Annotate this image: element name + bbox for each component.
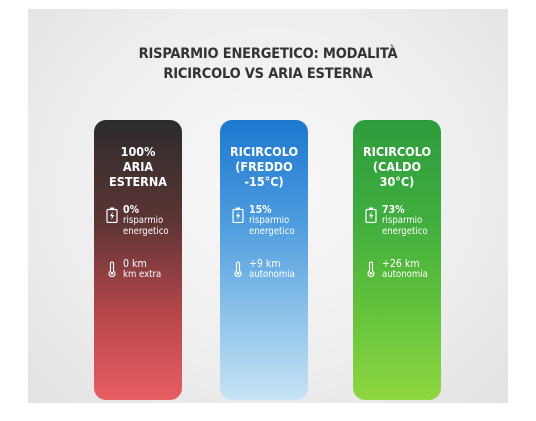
title-line-2: RICIRCOLO VS ARIA ESTERNA: [163, 66, 373, 82]
battery-charging-icon: [106, 207, 118, 223]
battery-charging-icon: [365, 207, 377, 223]
card-heading-line: (FREDDO: [235, 159, 293, 174]
card-heading: RICIRCOLO (FREDDO -15°C): [220, 144, 308, 189]
card-heading-line: RICIRCOLO: [229, 144, 299, 159]
thermometer-icon: [367, 261, 375, 277]
saving-value: 0%: [123, 204, 140, 216]
range-value: +26 km: [382, 258, 420, 270]
saving-value: 15%: [249, 204, 272, 216]
infographic-title: RISPARMIO ENERGETICO: MODALITÀ RICIRCOLO…: [28, 44, 508, 84]
card-heading-line: -15°C): [244, 174, 284, 189]
card-heading-line: (CALDO: [372, 159, 422, 174]
battery-charging-icon: [232, 207, 244, 223]
saving-label: energetico: [123, 225, 169, 237]
range-label: autonomia: [382, 269, 428, 280]
saving-value: 73%: [382, 204, 405, 216]
card-heading-line: ESTERNA: [109, 174, 167, 189]
card-heading-line: 100%: [120, 144, 156, 159]
infographic-canvas: RISPARMIO ENERGETICO: MODALITÀ RICIRCOLO…: [28, 9, 508, 403]
saving-label: risparmio: [382, 215, 423, 226]
thermometer-icon: [108, 261, 116, 277]
card-ricircolo-caldo: RICIRCOLO (CALDO 30°C) 73% risparmio ene…: [353, 120, 441, 400]
saving-label: energetico: [249, 225, 295, 237]
card-aria-esterna: 100% ARIA ESTERNA 0% risparmio energetic…: [94, 120, 182, 400]
card-heading-line: 30°C): [379, 174, 415, 189]
card-heading-line: RICIRCOLO: [362, 144, 432, 159]
range-value: +9 km: [249, 258, 281, 270]
range-label: km extra: [123, 269, 162, 280]
card-ricircolo-freddo: RICIRCOLO (FREDDO -15°C) 15% risparmio e…: [220, 120, 308, 400]
range-value: 0 km: [123, 258, 147, 270]
card-heading: 100% ARIA ESTERNA: [94, 144, 182, 189]
card-heading-line: ARIA: [122, 159, 154, 174]
saving-label: risparmio: [123, 215, 164, 226]
saving-label: risparmio: [249, 215, 290, 226]
card-heading: RICIRCOLO (CALDO 30°C): [353, 144, 441, 189]
thermometer-icon: [234, 261, 242, 277]
title-line-1: RISPARMIO ENERGETICO: MODALITÀ: [138, 46, 398, 62]
range-label: autonomia: [249, 269, 295, 280]
saving-label: energetico: [382, 225, 428, 237]
